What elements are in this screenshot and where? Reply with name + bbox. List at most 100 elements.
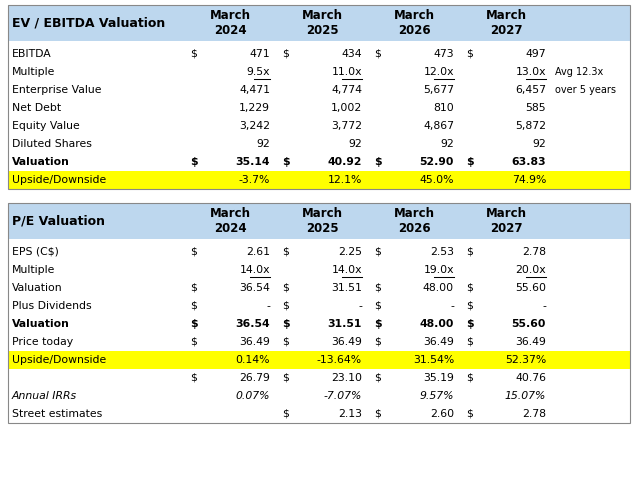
FancyBboxPatch shape (8, 297, 630, 315)
Text: -: - (358, 301, 362, 311)
Text: 2.78: 2.78 (522, 409, 546, 419)
Text: March
2024: March 2024 (209, 9, 250, 37)
Text: $: $ (190, 157, 198, 167)
Text: -: - (266, 301, 270, 311)
Text: 434: 434 (341, 49, 362, 59)
Text: 0.14%: 0.14% (236, 355, 270, 365)
Text: 35.14: 35.14 (236, 157, 270, 167)
Text: EPS (C$): EPS (C$) (12, 247, 59, 257)
Text: P/E Valuation: P/E Valuation (12, 214, 105, 227)
FancyBboxPatch shape (8, 243, 630, 261)
FancyBboxPatch shape (8, 117, 630, 135)
Text: $: $ (466, 283, 473, 293)
Text: 92: 92 (348, 139, 362, 149)
Text: $: $ (374, 409, 381, 419)
Text: March
2027: March 2027 (486, 9, 527, 37)
FancyBboxPatch shape (8, 203, 630, 239)
Text: $: $ (282, 337, 289, 347)
Text: March
2024: March 2024 (209, 207, 250, 235)
Text: $: $ (466, 337, 473, 347)
FancyBboxPatch shape (8, 405, 630, 423)
Text: March
2025: March 2025 (301, 207, 342, 235)
Text: $: $ (466, 157, 474, 167)
Text: $: $ (374, 49, 381, 59)
Text: 23.10: 23.10 (331, 373, 362, 383)
Text: $: $ (374, 247, 381, 257)
Text: Price today: Price today (12, 337, 73, 347)
Text: $: $ (282, 157, 290, 167)
Text: 6,457: 6,457 (515, 85, 546, 95)
Text: 2.13: 2.13 (338, 409, 362, 419)
Text: 585: 585 (525, 103, 546, 113)
Text: 31.51: 31.51 (328, 319, 362, 329)
Text: -: - (542, 301, 546, 311)
Text: 13.0x: 13.0x (515, 67, 546, 77)
Text: Valuation: Valuation (12, 283, 63, 293)
Text: 2.25: 2.25 (338, 247, 362, 257)
FancyBboxPatch shape (8, 135, 630, 153)
Text: $: $ (466, 247, 473, 257)
Text: Street estimates: Street estimates (12, 409, 102, 419)
Text: -3.7%: -3.7% (239, 175, 270, 185)
Text: March
2027: March 2027 (486, 207, 527, 235)
Text: 40.92: 40.92 (328, 157, 362, 167)
Text: 12.0x: 12.0x (424, 67, 454, 77)
Text: $: $ (282, 301, 289, 311)
Text: $: $ (190, 319, 198, 329)
Text: $: $ (374, 319, 381, 329)
Text: Equity Value: Equity Value (12, 121, 80, 131)
Text: $: $ (374, 301, 381, 311)
Text: $: $ (282, 373, 289, 383)
Text: $: $ (282, 283, 289, 293)
Text: 36.54: 36.54 (236, 319, 270, 329)
Text: 5,677: 5,677 (423, 85, 454, 95)
FancyBboxPatch shape (8, 81, 630, 99)
Text: 40.76: 40.76 (515, 373, 546, 383)
Text: $: $ (466, 373, 473, 383)
Text: $: $ (466, 409, 473, 419)
Text: over 5 years: over 5 years (555, 85, 616, 95)
FancyBboxPatch shape (8, 63, 630, 81)
Text: Multiple: Multiple (12, 67, 56, 77)
Text: 1,229: 1,229 (239, 103, 270, 113)
Text: 55.60: 55.60 (515, 283, 546, 293)
FancyBboxPatch shape (8, 171, 630, 189)
Text: Valuation: Valuation (12, 157, 70, 167)
Text: 26.79: 26.79 (239, 373, 270, 383)
Text: $: $ (190, 247, 197, 257)
Text: 473: 473 (433, 49, 454, 59)
Text: $: $ (282, 409, 289, 419)
Text: EV / EBITDA Valuation: EV / EBITDA Valuation (12, 17, 165, 30)
Text: 63.83: 63.83 (511, 157, 546, 167)
Text: 36.49: 36.49 (515, 337, 546, 347)
Text: 92: 92 (532, 139, 546, 149)
Text: Upside/Downside: Upside/Downside (12, 175, 106, 185)
FancyBboxPatch shape (8, 369, 630, 387)
Text: -7.07%: -7.07% (324, 391, 362, 401)
FancyBboxPatch shape (8, 45, 630, 63)
FancyBboxPatch shape (8, 261, 630, 279)
Text: 2.61: 2.61 (246, 247, 270, 257)
Text: 12.1%: 12.1% (328, 175, 362, 185)
Text: $: $ (282, 319, 290, 329)
FancyBboxPatch shape (8, 387, 630, 405)
Text: Upside/Downside: Upside/Downside (12, 355, 106, 365)
Text: 4,774: 4,774 (331, 85, 362, 95)
Text: EBITDA: EBITDA (12, 49, 52, 59)
Text: 14.0x: 14.0x (239, 265, 270, 275)
Text: 55.60: 55.60 (511, 319, 546, 329)
FancyBboxPatch shape (8, 153, 630, 171)
Text: 48.00: 48.00 (423, 283, 454, 293)
Text: $: $ (190, 283, 197, 293)
FancyBboxPatch shape (8, 279, 630, 297)
Text: March
2026: March 2026 (394, 9, 435, 37)
Text: 92: 92 (256, 139, 270, 149)
Text: 35.19: 35.19 (423, 373, 454, 383)
Text: $: $ (282, 49, 289, 59)
Text: 497: 497 (525, 49, 546, 59)
Text: 52.90: 52.90 (420, 157, 454, 167)
Text: 14.0x: 14.0x (332, 265, 362, 275)
Text: 31.51: 31.51 (331, 283, 362, 293)
FancyBboxPatch shape (8, 5, 630, 41)
Text: 15.07%: 15.07% (504, 391, 546, 401)
